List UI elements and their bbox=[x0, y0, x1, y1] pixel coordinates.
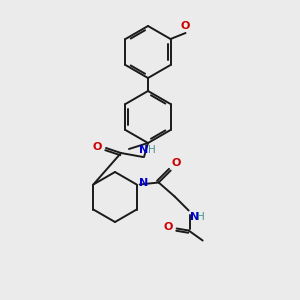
Text: O: O bbox=[163, 223, 173, 232]
Text: H: H bbox=[148, 145, 156, 155]
Text: O: O bbox=[181, 21, 190, 31]
Text: H: H bbox=[197, 212, 204, 221]
Text: O: O bbox=[172, 158, 181, 169]
Text: O: O bbox=[93, 142, 102, 152]
Text: N: N bbox=[140, 145, 148, 155]
Text: N: N bbox=[190, 212, 199, 221]
Text: N: N bbox=[139, 178, 148, 188]
